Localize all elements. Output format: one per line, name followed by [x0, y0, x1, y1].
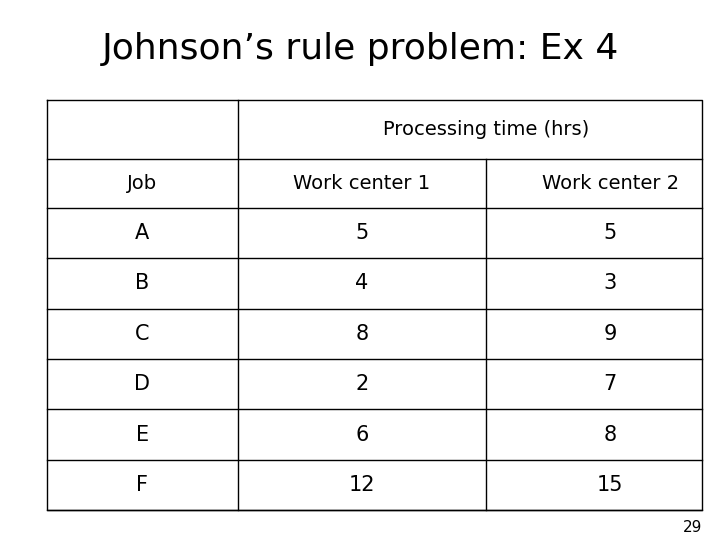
Text: A: A: [135, 223, 149, 243]
Text: Johnson’s rule problem: Ex 4: Johnson’s rule problem: Ex 4: [102, 32, 618, 65]
Text: 29: 29: [683, 519, 702, 535]
Text: E: E: [135, 424, 149, 444]
Text: Processing time (hrs): Processing time (hrs): [383, 120, 589, 139]
Text: 5: 5: [603, 223, 617, 243]
Text: B: B: [135, 273, 149, 293]
Text: 5: 5: [355, 223, 369, 243]
Text: 4: 4: [355, 273, 369, 293]
Text: 7: 7: [603, 374, 617, 394]
Text: C: C: [135, 324, 150, 344]
Text: Job: Job: [127, 174, 157, 193]
Text: Work center 1: Work center 1: [293, 174, 431, 193]
Text: 3: 3: [603, 273, 617, 293]
Text: 8: 8: [355, 324, 369, 344]
Text: 6: 6: [355, 424, 369, 444]
Text: Work center 2: Work center 2: [541, 174, 679, 193]
Text: 9: 9: [603, 324, 617, 344]
Text: 8: 8: [603, 424, 617, 444]
Text: 2: 2: [355, 374, 369, 394]
Text: 12: 12: [348, 475, 375, 495]
Text: 15: 15: [597, 475, 624, 495]
Text: F: F: [136, 475, 148, 495]
Text: D: D: [134, 374, 150, 394]
